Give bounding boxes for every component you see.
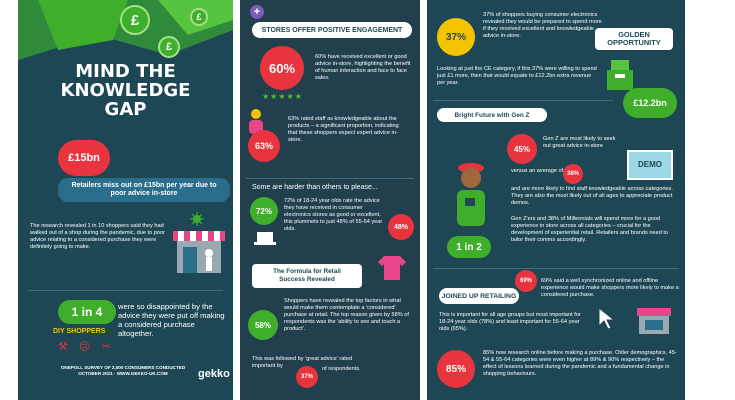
text-85: 85% now research online before making a …	[483, 350, 677, 377]
badge-12bn: £12.2bn	[623, 88, 677, 118]
rating-stars: ★★★★★	[262, 92, 303, 101]
gekko-logo: gekko	[198, 368, 230, 380]
text-37: 37% of shoppers buying consumer electron…	[483, 12, 602, 39]
text-72: 72% of 18-24 year olds rate the advice t…	[284, 198, 383, 232]
stat-60: 60%	[260, 46, 304, 90]
stat-85: 85%	[437, 350, 475, 388]
stat-58: 58%	[248, 310, 278, 340]
harder-heading: Some are harder than others to please...	[252, 184, 378, 191]
disappointed-text: were so disappointed by the advice they …	[118, 302, 225, 338]
title-line: KNOWLEDGE	[60, 80, 191, 101]
stat-69: 69%	[515, 270, 537, 292]
badge-15bn: £15bn	[58, 140, 110, 176]
divider	[246, 178, 414, 179]
great-advice-text-a: This was followed by 'great advice' rate…	[252, 356, 353, 369]
golden-line: OPPORTUNITY	[607, 38, 661, 47]
text-60: 60% have received excellent or good advi…	[315, 54, 411, 81]
great-advice-text: This was followed by 'great advice' rate…	[252, 356, 372, 370]
demo-screen: DEMO	[627, 150, 673, 180]
laptop-icon	[254, 232, 276, 245]
tshirt-icon	[378, 256, 406, 280]
divider	[433, 268, 679, 269]
title-line: MIND THE	[75, 61, 176, 82]
versus-text: versus an average of	[511, 168, 564, 174]
stat-37: 37%	[437, 18, 475, 56]
ce-text: Looking at just the CE category, if this…	[437, 66, 597, 86]
plus-icon: +	[250, 5, 264, 19]
divider	[28, 290, 223, 291]
text-69: 69% said a well synchronized online and …	[541, 278, 679, 298]
survey-line: OCTOBER 2021 · WWW.GEKKO-UK.COM	[78, 371, 168, 376]
demo-label: DEMO	[638, 160, 662, 169]
virus-icon	[190, 212, 204, 226]
stat-72: 72%	[250, 197, 278, 225]
formula-line: The Formula for Retail	[273, 268, 341, 275]
golden-line: GOLDEN	[618, 30, 650, 39]
coin-icon: £	[120, 5, 150, 35]
title-line: GAP	[104, 99, 147, 120]
stat-45: 45%	[507, 134, 537, 164]
stat-48: 48%	[388, 214, 414, 240]
engagement-heading: STORES OFFER POSITIVE ENGAGEMENT	[252, 22, 412, 38]
great-advice-text-b: of respondents.	[322, 366, 361, 372]
diy-shoppers-label: DIY SHOPPERS	[53, 328, 106, 335]
tools-icon: ⚒ ☹ ✂	[58, 341, 115, 353]
online-shop-icon	[637, 308, 671, 334]
formula-line: Success Revealed	[279, 276, 335, 283]
survey-credit: ONEPOLL SURVEY OF 2,000 CONSUMERS CONDUC…	[48, 365, 198, 377]
survey-line: ONEPOLL SURVEY OF 2,000 CONSUMERS CONDUC…	[60, 365, 186, 370]
research-text: The research revealed 1 in 10 shoppers s…	[30, 223, 165, 250]
important-text: This is important for all age groups but…	[439, 312, 581, 332]
stat-38: 38%	[563, 164, 583, 184]
joined-heading: JOINED UP RETAILING	[439, 288, 519, 304]
genz-heading: Bright Future with Gen Z	[437, 108, 547, 122]
register-icon	[607, 60, 633, 90]
staff-text: and are more likely to find staff knowle…	[511, 186, 673, 206]
right-panel: 37% 37% of shoppers buying consumer elec…	[427, 0, 685, 400]
coin-icon: £	[158, 36, 180, 58]
gen-z-person-icon	[457, 163, 485, 226]
stat-one-in-four: 1 in 4	[58, 300, 116, 324]
divider	[433, 100, 613, 101]
retailers-banner: Retailers miss out on £15bn per year due…	[58, 178, 230, 202]
formula-heading: The Formula for Retail Success Revealed	[252, 264, 362, 288]
stat-63: 63%	[248, 130, 280, 162]
page-title: MIND THE KNOWLEDGE GAP	[18, 62, 233, 119]
stat-one-in-two: 1 in 2	[447, 236, 491, 258]
millennials-text: Gen Z'ers and 38% of Millennials will sp…	[511, 216, 669, 243]
text-45: Gen Z are most likely to seek out great …	[543, 136, 616, 149]
middle-panel: + STORES OFFER POSITIVE ENGAGEMENT 60% 6…	[240, 0, 420, 400]
text-63: 63% rated staff as knowledgeable about t…	[288, 116, 399, 143]
text-58: Shoppers have revealed the top factors i…	[284, 298, 409, 332]
coin-icon: £	[190, 8, 208, 26]
shop-icon	[173, 231, 225, 273]
golden-opportunity-banner: GOLDEN OPPORTUNITY	[595, 28, 673, 50]
left-panel: £ £ £ MIND THE KNOWLEDGE GAP £15bn Retai…	[18, 0, 233, 400]
stat-37-small: 37%	[296, 366, 318, 388]
cursor-icon	[598, 306, 616, 330]
